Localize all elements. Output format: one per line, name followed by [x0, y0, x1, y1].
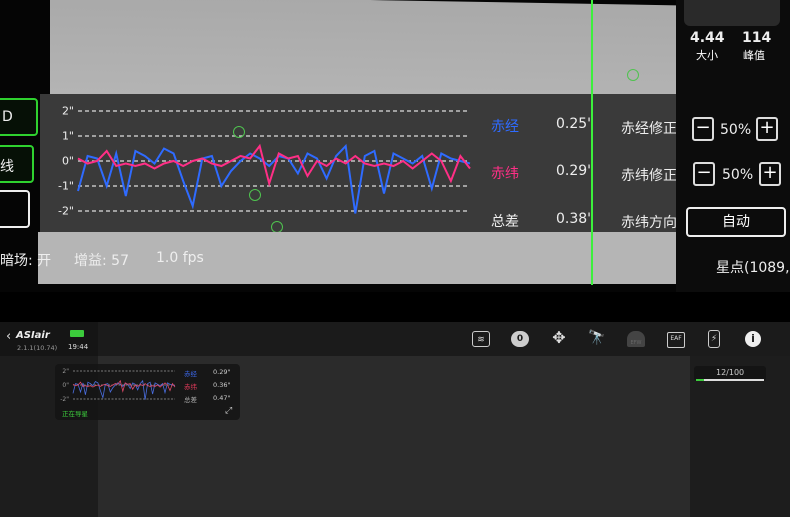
dec-correction-increase-button[interactable]: +	[759, 162, 781, 186]
mini-ra-label: 赤经	[184, 370, 197, 378]
app-header-left: ‹ ASIair 2.1.1(10.74) 19:44	[0, 322, 98, 356]
ra-series-line	[72, 379, 176, 400]
dec-correction-value: 50%	[722, 167, 754, 183]
ra-value: 0.25"	[556, 116, 594, 132]
camera-icon[interactable]: 0	[511, 331, 529, 347]
star-marker	[627, 69, 639, 81]
ra-correction-increase-button[interactable]: +	[756, 117, 778, 141]
y-tick-label: 1"	[62, 130, 74, 143]
usb-power-icon[interactable]: ⚡	[708, 330, 720, 348]
ra-correction-label: 赤经修正	[621, 121, 677, 137]
right-column: 12/100	[690, 356, 790, 517]
progress-fill	[696, 379, 705, 381]
exposure-progress: 12/100	[694, 366, 766, 381]
star-peak-value: 114	[742, 30, 772, 46]
dec-series-line	[77, 143, 471, 188]
y-tick-label: 2"	[62, 368, 69, 375]
expand-icon[interactable]: ⤢	[225, 406, 233, 416]
progress-track	[696, 379, 764, 381]
y-tick-label: -2"	[58, 205, 74, 218]
mini-total-label: 总差	[184, 396, 197, 404]
gain-status: 增益: 57	[74, 253, 129, 269]
dark-field-status: 暗场: 开	[0, 253, 52, 269]
top-bar: ‹ ASIair 2.1.1(10.74) 19:44 ≋ 0 ✥ 🔭 EFW …	[0, 322, 790, 356]
ra-series-line	[77, 143, 471, 214]
star-size-label: 大小	[696, 49, 718, 62]
mini-dec-value: 0.36"	[213, 381, 231, 389]
mini-ra-value: 0.29"	[213, 368, 231, 376]
button-label: D	[2, 109, 13, 125]
guiding-status: 正在导星	[62, 410, 88, 418]
star-marker	[233, 126, 245, 138]
y-tick-label: 2"	[62, 105, 74, 118]
filter-wheel-icon[interactable]: EFW	[627, 331, 645, 347]
chevron-left-icon[interactable]: ‹	[6, 329, 12, 344]
clock-time: 19:44	[68, 343, 89, 351]
app-version: 2.1.1(10.74)	[17, 344, 58, 352]
y-tick-label: -2"	[60, 396, 69, 403]
left-button-1[interactable]: D	[0, 98, 38, 136]
star-marker	[249, 189, 261, 201]
dec-direction-label: 赤纬方向	[621, 215, 677, 231]
crosshair-line	[591, 0, 593, 285]
star-thumbnail	[684, 0, 780, 26]
dec-label: 赤纬	[491, 166, 519, 182]
guide-camera-image	[50, 0, 690, 106]
mini-total-value: 0.47"	[213, 394, 231, 402]
eaf-label: EAF	[670, 335, 682, 342]
left-button-3[interactable]	[0, 190, 30, 228]
dec-value: 0.29"	[556, 163, 594, 179]
ra-correction-value: 50%	[720, 122, 752, 138]
dec-correction-decrease-button[interactable]: −	[693, 162, 715, 186]
y-tick-label: -1"	[58, 180, 74, 193]
dec-direction-select[interactable]: 自动	[686, 207, 786, 237]
mini-guide-chart: 2" 0" -2"	[60, 368, 176, 403]
guide-graph-panel: 2" 1" 0" -1" -2" 赤经 0.25" 赤纬 0.29" 总差 0.38" …	[40, 94, 690, 234]
fps-status: 1.0 fps	[156, 250, 204, 266]
y-tick-label: 0"	[62, 382, 69, 389]
battery-icon	[70, 330, 84, 337]
star-peak-label: 峰值	[743, 49, 765, 62]
dec-series-line	[72, 379, 176, 393]
status-bar: 暗场: 开 增益: 57 1.0 fps	[0, 232, 690, 284]
app-logo: ASIair	[16, 330, 50, 341]
progress-text: 12/100	[716, 368, 745, 377]
mini-dec-label: 赤纬	[184, 383, 197, 391]
guide-target-icon[interactable]: ✥	[552, 328, 566, 347]
ra-label: 赤经	[491, 119, 519, 135]
y-tick-label: 0"	[62, 155, 74, 168]
guide-graph: 2" 1" 0" -1" -2"	[58, 105, 471, 218]
button-label: 线	[0, 159, 14, 175]
star-size-value: 4.44	[690, 30, 725, 46]
total-label: 总差	[491, 214, 519, 230]
eaf-icon[interactable]: EAF	[667, 332, 685, 348]
dec-correction-label: 赤纬修正	[621, 168, 677, 184]
left-button-2[interactable]: 线	[0, 145, 34, 183]
wifi-icon[interactable]: ≋	[472, 331, 490, 347]
asiair-app: 12/100 ‹ ASIair 2.1.1(10.74) 19:44 ≋ 0 ✥…	[0, 322, 790, 517]
efw-label: EFW	[630, 340, 642, 346]
total-value: 0.38"	[556, 211, 594, 227]
star-point-status: 星点(1089, 3	[716, 260, 790, 276]
ra-correction-decrease-button[interactable]: −	[692, 117, 714, 141]
telescope-icon[interactable]: 🔭	[588, 330, 606, 346]
info-icon[interactable]: i	[745, 331, 761, 347]
photo-of-guide-screen: D 线 2" 1" 0" -1" -2" 赤经 0.25" 赤纬 0.29" 总差 0.…	[0, 0, 790, 292]
right-panel: 4.44 大小 114 峰值 − 50% + − 50% + 自动 星点(108…	[676, 0, 790, 292]
mini-guide-graph[interactable]: 2" 0" -2" 赤经 0.29" 赤纬 0.36" 总差 0.47" 正在导星 …	[55, 364, 240, 420]
